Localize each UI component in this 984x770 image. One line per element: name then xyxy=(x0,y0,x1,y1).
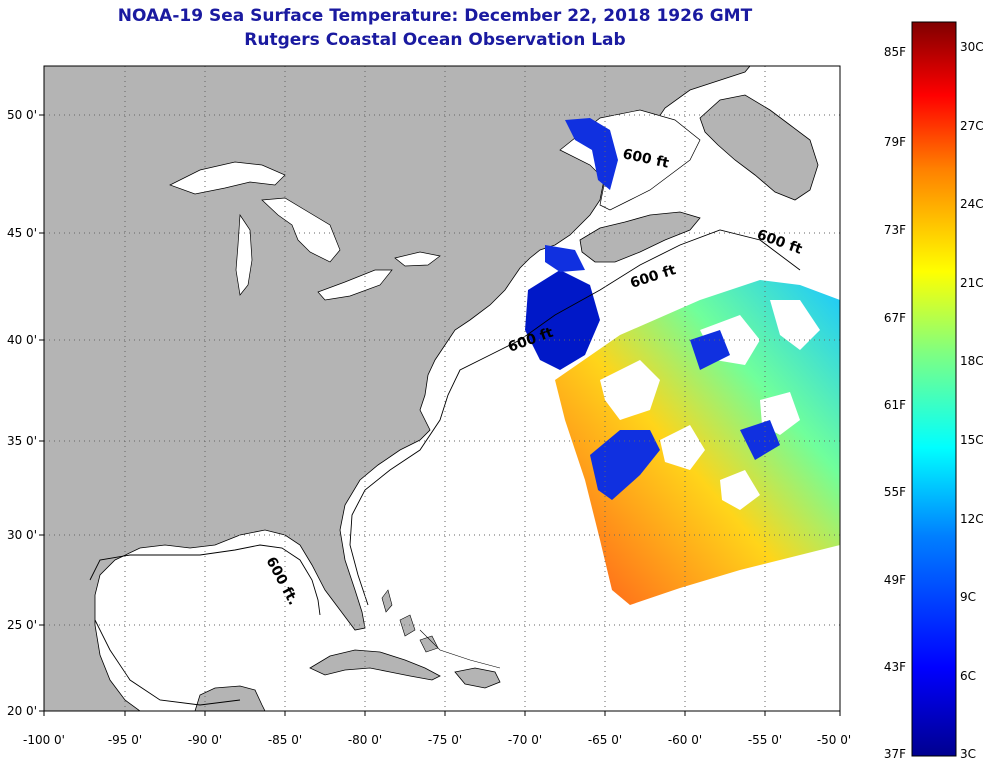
land-nova-scotia xyxy=(579,211,701,263)
map-frame xyxy=(43,65,841,712)
map-subtitle: Rutgers Coastal Ocean Observation Lab xyxy=(244,30,626,50)
colorbar-c-label: 18C xyxy=(960,354,984,368)
lon-label: -75 0' xyxy=(428,733,462,747)
land-yucatan xyxy=(194,685,266,711)
colorbar-f-label: 61F xyxy=(884,398,906,412)
land-hispaniola xyxy=(454,667,501,689)
lat-label: 50 0' xyxy=(7,108,37,122)
colorbar-f-label: 43F xyxy=(884,660,906,674)
colorbar: 85F 79F 73F 67F 61F 55F 49F 43F 37F 30C … xyxy=(884,21,984,761)
colorbar-c-label: 24C xyxy=(960,197,984,211)
colorbar-c-label: 9C xyxy=(960,590,976,604)
lat-label: 40 0' xyxy=(7,333,37,347)
great-lakes xyxy=(169,161,441,301)
lon-label: -80 0' xyxy=(348,733,382,747)
colorbar-c-label: 3C xyxy=(960,747,976,761)
lon-label: -90 0' xyxy=(188,733,222,747)
colorbar-c-label: 27C xyxy=(960,119,984,133)
colorbar-c-label: 6C xyxy=(960,669,976,683)
lon-label: -70 0' xyxy=(508,733,542,747)
colorbar-c-label: 21C xyxy=(960,276,984,290)
colorbar-f-label: 85F xyxy=(884,45,906,59)
colorbar-f-label: 73F xyxy=(884,223,906,237)
lon-label: -55 0' xyxy=(748,733,782,747)
axis-ticks xyxy=(39,114,841,716)
lon-label: -50 0' xyxy=(817,733,851,747)
lat-label: 30 0' xyxy=(7,528,37,542)
map-title: NOAA-19 Sea Surface Temperature: Decembe… xyxy=(117,6,753,26)
land-north-america xyxy=(44,66,751,711)
colorbar-c-label: 15C xyxy=(960,433,984,447)
lat-label: 25 0' xyxy=(7,618,37,632)
lon-label: -100 0' xyxy=(23,733,65,747)
land-newfoundland xyxy=(699,94,819,201)
lon-label: -60 0' xyxy=(668,733,702,747)
colorbar-f-label: 49F xyxy=(884,573,906,587)
lon-label: -65 0' xyxy=(588,733,622,747)
lat-label: 20 0' xyxy=(7,704,37,718)
cold-water-patches xyxy=(525,118,780,500)
colorbar-c-label: 12C xyxy=(960,512,984,526)
lat-label: 35 0' xyxy=(7,434,37,448)
colorbar-f-label: 55F xyxy=(884,485,906,499)
colorbar-gradient xyxy=(911,21,957,757)
colorbar-f-label: 37F xyxy=(884,747,906,761)
lon-label: -95 0' xyxy=(108,733,142,747)
colorbar-f-label: 67F xyxy=(884,311,906,325)
isobath-600ft xyxy=(89,229,801,706)
lat-label: 45 0' xyxy=(7,226,37,240)
lon-label: -85 0' xyxy=(268,733,302,747)
colorbar-f-label: 79F xyxy=(884,135,906,149)
land-cuba xyxy=(309,649,441,681)
colorbar-c-label: 30C xyxy=(960,40,984,54)
